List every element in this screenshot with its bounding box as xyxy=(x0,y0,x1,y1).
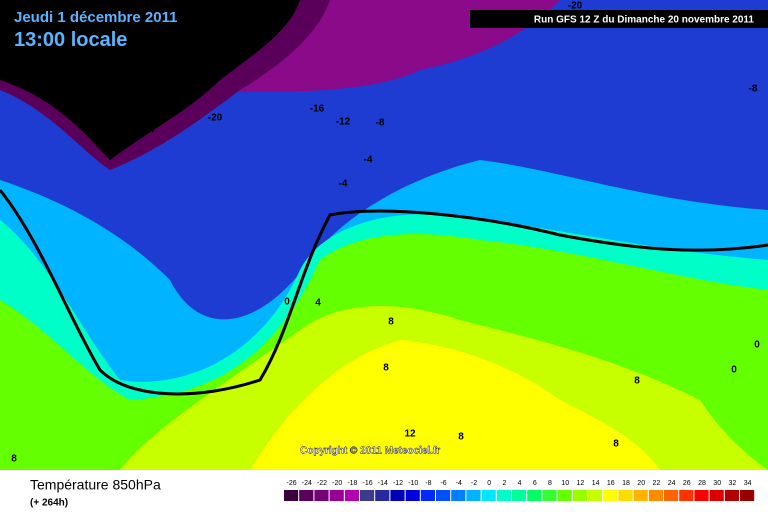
contour-label: 12 xyxy=(404,429,416,440)
scale-swatch xyxy=(572,490,587,501)
scale-swatch xyxy=(588,490,603,501)
scale-label: 18 xyxy=(622,480,630,487)
scale-label: 0 xyxy=(487,480,491,487)
scale-swatch xyxy=(542,490,557,501)
contour-label: -28 xyxy=(7,1,22,12)
field-yellow xyxy=(250,340,660,470)
contour-label: -20 xyxy=(568,1,583,12)
scale-swatch xyxy=(360,490,375,501)
scale-label: 30 xyxy=(713,480,721,487)
scale-label: 32 xyxy=(729,480,737,487)
scale-swatch xyxy=(527,490,542,501)
scale-swatch xyxy=(648,490,663,501)
scale-label: 28 xyxy=(698,480,706,487)
scale-label: 24 xyxy=(668,480,676,487)
scale-label: 8 xyxy=(548,480,552,487)
scale-swatch xyxy=(451,490,466,501)
scale-label: 34 xyxy=(744,480,752,487)
scale-label: -18 xyxy=(347,480,357,487)
contour-label: -12 xyxy=(336,117,351,128)
scale-swatch xyxy=(496,490,511,501)
scale-swatch xyxy=(618,490,633,501)
scale-label: 2 xyxy=(502,480,506,487)
scale-label: -10 xyxy=(408,480,418,487)
run-label: Run GFS 12 Z du Dimanche 20 novembre 201… xyxy=(534,15,755,26)
contour-label: 8 xyxy=(383,363,389,374)
scale-swatch xyxy=(664,490,679,501)
contour-label: 8 xyxy=(613,439,619,450)
scale-label: -2 xyxy=(471,480,477,487)
scale-label: -12 xyxy=(393,480,403,487)
contour-label: 0 xyxy=(731,365,737,376)
run-box xyxy=(470,10,768,28)
scale-label: -20 xyxy=(332,480,342,487)
contour-label: -24 xyxy=(140,125,155,136)
contour-label: 0 xyxy=(284,297,290,308)
date-label: Jeudi 1 décembre 2011 xyxy=(14,9,177,26)
scale-label: 14 xyxy=(592,480,600,487)
contour-label: 8 xyxy=(458,432,464,443)
contour-label: 8 xyxy=(634,376,640,387)
scale-swatch xyxy=(405,490,420,501)
contour-label: 8 xyxy=(11,454,17,465)
scale-label: -14 xyxy=(378,480,388,487)
contour-label: -4 xyxy=(364,155,373,166)
scale-label: 6 xyxy=(533,480,537,487)
footer-lead: (+ 264h) xyxy=(30,498,68,509)
scale-swatch xyxy=(633,490,648,501)
contour-label: 0 xyxy=(754,340,760,351)
zero-isotherm xyxy=(0,189,768,396)
scale-swatch xyxy=(329,490,344,501)
contour-label: 4 xyxy=(315,298,321,309)
scale-swatch xyxy=(512,490,527,501)
scale-label: 12 xyxy=(577,480,585,487)
contour-label: -4 xyxy=(339,179,348,190)
scale-swatch xyxy=(314,490,329,501)
greenland xyxy=(0,0,300,160)
scale-swatch xyxy=(375,490,390,501)
contour-label: 8 xyxy=(388,317,394,328)
scale-label: -4 xyxy=(456,480,462,487)
time-label: 13:00 locale xyxy=(14,29,127,51)
scale-swatch xyxy=(679,490,694,501)
scale-swatch xyxy=(420,490,435,501)
scale-swatch xyxy=(390,490,405,501)
scale-swatch xyxy=(603,490,618,501)
contour-labels: -28 -20 -8 -26 -24 -20 -16 -12 -8 -4 -4 0 4 8 8 12 8 8 8 8 0… xyxy=(7,1,760,465)
scale-label: -8 xyxy=(425,480,431,487)
scale-swatch xyxy=(436,490,451,501)
scale-swatch xyxy=(284,490,299,501)
scale-label: 16 xyxy=(607,480,615,487)
temperature-field xyxy=(0,0,768,470)
scale-label: 26 xyxy=(683,480,691,487)
contour-label: -20 xyxy=(208,113,223,124)
scale-swatch xyxy=(709,490,724,501)
scale-swatch xyxy=(344,490,359,501)
scale-label: -24 xyxy=(302,480,312,487)
copyright: Copyright © 2011 Meteociel.fr xyxy=(300,446,440,457)
scale-swatch xyxy=(557,490,572,501)
scale-label: -16 xyxy=(363,480,373,487)
scale-label: 4 xyxy=(518,480,522,487)
contour-label: -16 xyxy=(310,104,325,115)
contour-label: -26 xyxy=(130,48,145,59)
footer-title: Température 850hPa xyxy=(30,477,161,493)
scale-swatch xyxy=(740,490,755,501)
scale-swatch xyxy=(694,490,709,501)
scale-label: 10 xyxy=(561,480,569,487)
scale-swatch xyxy=(299,490,314,501)
scale-label: 22 xyxy=(653,480,661,487)
scale-label: -6 xyxy=(440,480,446,487)
color-scale: -26 -24 -22 -20 -18 -16 -14 -12 -10 -8 -6 -4 -2 0 2 4 6 8… xyxy=(284,480,755,501)
scale-label: 20 xyxy=(637,480,645,487)
contour-label: -8 xyxy=(749,84,758,95)
scale-label: -26 xyxy=(287,480,297,487)
scale-swatch xyxy=(724,490,739,501)
contour-label: -8 xyxy=(376,118,385,129)
scale-swatch xyxy=(466,490,481,501)
scale-label: -22 xyxy=(317,480,327,487)
scale-swatch xyxy=(481,490,496,501)
